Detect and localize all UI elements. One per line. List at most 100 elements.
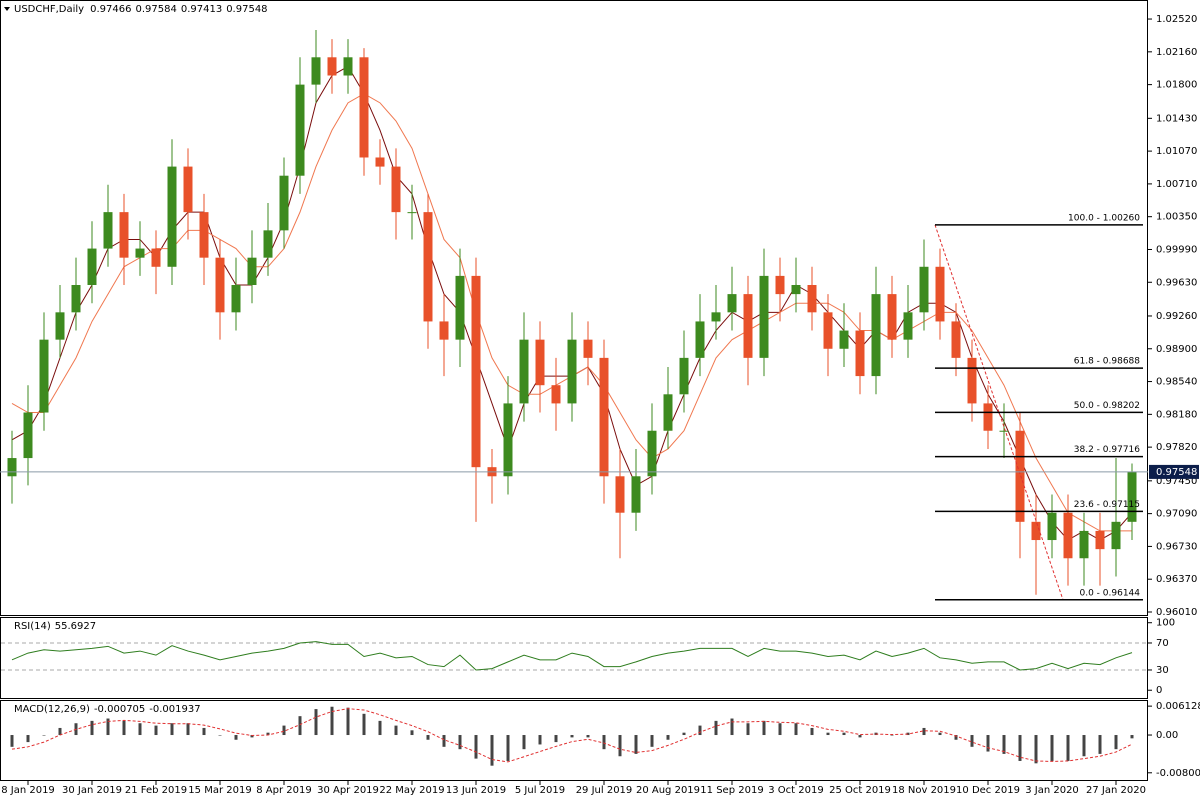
macd-bar — [794, 723, 798, 736]
macd-bar — [810, 727, 814, 736]
macd-bar — [1066, 735, 1070, 761]
fib-label: 38.2 - 0.97716 — [1074, 445, 1140, 455]
header-value: -0.000705 — [94, 704, 145, 715]
x-tick-label: 15 Mar 2019 — [188, 785, 251, 796]
candle-body — [647, 430, 657, 477]
macd-bar — [234, 735, 238, 740]
x-tick-label: 30 Apr 2019 — [317, 785, 379, 796]
candle-body — [167, 166, 177, 267]
macd-bar — [938, 732, 942, 736]
macd-bar — [842, 732, 846, 736]
x-tick-label: 3 Jan 2020 — [1025, 785, 1079, 796]
macd-bar — [170, 723, 174, 736]
macd-bar — [266, 732, 270, 736]
x-tick-label: 25 Oct 2019 — [829, 785, 891, 796]
candle-body — [87, 248, 97, 286]
x-tick-label: 18 Nov 2019 — [892, 785, 956, 796]
candle-body — [823, 312, 833, 349]
x-tick-label: 3 Oct 2019 — [768, 785, 823, 796]
x-tick-label: 21 Feb 2019 — [125, 785, 187, 796]
y-tick-label: 1.00710 — [1156, 179, 1197, 190]
header-value: -0.001937 — [149, 704, 200, 715]
macd-bar — [362, 713, 366, 736]
candle-body — [407, 212, 417, 214]
y-tick-label: 0.96010 — [1156, 607, 1197, 618]
candle-body — [503, 403, 513, 477]
rsi-line — [11, 641, 1133, 671]
macd-bar — [26, 735, 30, 743]
candle-body — [375, 157, 385, 167]
candle-body — [759, 275, 769, 358]
macd-bar — [186, 723, 190, 736]
candle-body — [263, 230, 273, 258]
fib-label: 61.8 - 0.98688 — [1074, 357, 1140, 367]
macd-bar — [538, 735, 542, 745]
macd-bar — [522, 735, 526, 750]
fib-label: 100.0 - 1.00260 — [1068, 213, 1140, 223]
candle-body — [887, 294, 897, 340]
macd-bar — [586, 735, 590, 738]
macd-bar — [634, 735, 638, 754]
x-tick-label: 8 Apr 2019 — [256, 785, 311, 796]
candle-body — [903, 312, 913, 340]
macd-bar — [330, 706, 334, 736]
y-tick-label: 0.97090 — [1156, 509, 1197, 520]
candle-body — [439, 321, 449, 340]
y-tick-label: -0.008009 — [1156, 768, 1200, 779]
y-tick-label: 0.99260 — [1156, 311, 1197, 322]
y-tick-label: 1.01800 — [1156, 80, 1197, 91]
macd-bar — [922, 727, 926, 736]
y-tick-label: 0.98900 — [1156, 344, 1197, 355]
candle-body — [247, 257, 257, 286]
macd-bar — [650, 735, 654, 747]
candle-body — [583, 339, 593, 358]
macd-bar — [458, 735, 462, 750]
macd-bar — [714, 720, 718, 736]
macd-bar — [298, 716, 302, 736]
macd-bar — [282, 725, 286, 736]
candle-body — [103, 212, 113, 249]
candle-body — [359, 57, 369, 158]
macd-bar — [778, 723, 782, 736]
x-tick-label: 29 Jul 2019 — [576, 785, 633, 796]
x-tick-label: 8 Jan 2019 — [1, 785, 55, 796]
macd-bar — [1034, 735, 1038, 764]
candle-body — [631, 476, 641, 513]
rsi-panel — [0, 617, 1148, 699]
candle-body — [519, 339, 529, 404]
candle-body — [231, 285, 241, 313]
candle-body — [1063, 512, 1073, 559]
y-tick-label: 0.96730 — [1156, 541, 1197, 552]
macd-bar — [970, 735, 974, 747]
macd-bar — [858, 735, 862, 738]
fib-label: 23.6 - 0.97115 — [1074, 500, 1140, 510]
candle-body — [695, 321, 705, 358]
candle-body — [7, 458, 17, 477]
candle-body — [151, 248, 161, 267]
macd-bar — [826, 732, 830, 736]
macd-bar — [250, 735, 254, 738]
macd-bar — [762, 720, 766, 736]
macd-bar — [698, 725, 702, 736]
menu-arrow — [4, 7, 10, 11]
candle-body — [967, 357, 977, 404]
macd-bar — [202, 727, 206, 736]
macd-bar — [602, 735, 606, 750]
x-tick-label: 27 Jan 2020 — [1086, 785, 1146, 796]
candle-body — [919, 266, 929, 313]
candle-body — [599, 357, 609, 477]
y-tick-label: 0.98540 — [1156, 377, 1197, 388]
candle-body — [295, 84, 305, 176]
y-tick-label: 1.02520 — [1156, 14, 1197, 25]
x-tick-label: 30 Jan 2019 — [62, 785, 122, 796]
macd-bar — [346, 707, 350, 736]
macd-panel — [0, 700, 1148, 781]
candle-body — [1095, 530, 1105, 550]
macd-bar — [442, 735, 446, 747]
x-tick-label: 20 Aug 2019 — [636, 785, 700, 796]
macd-bar — [106, 718, 110, 736]
candle-body — [999, 430, 1009, 432]
candle-body — [983, 403, 993, 431]
